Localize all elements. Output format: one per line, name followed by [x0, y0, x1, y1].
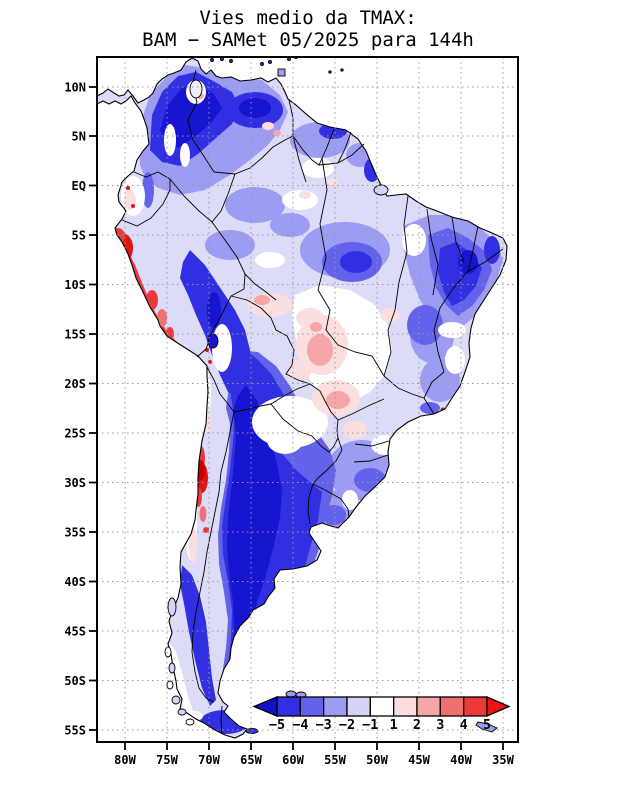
- lat-tick-label: 5S: [72, 229, 86, 243]
- lon-tick-label: 45W: [408, 753, 430, 767]
- legend-color-box: [276, 696, 301, 717]
- lon-tick-label: 75W: [156, 753, 178, 767]
- legend-color-box: [346, 696, 371, 717]
- lon-tick-label: 60W: [282, 753, 304, 767]
- legend-color-box: [462, 696, 488, 717]
- lat-tick-label: 15S: [64, 328, 86, 342]
- legend-color-box: [439, 696, 465, 717]
- lon-tick-label: 55W: [324, 753, 346, 767]
- legend-right-arrow: [486, 696, 511, 717]
- lat-tick-label: 45S: [64, 625, 86, 639]
- legend-value-label: 1: [390, 717, 398, 733]
- legend-value-label: 2: [413, 717, 421, 733]
- lon-tick-label: 35W: [492, 753, 514, 767]
- lake-maracaibo: [189, 79, 203, 99]
- lon-tick-label: 80W: [114, 753, 136, 767]
- map-title-line2: BAM − SAMet 05/2025 para 144h: [142, 29, 474, 51]
- lat-tick-label: 40S: [64, 575, 86, 589]
- legend-value-label: −3: [316, 717, 332, 733]
- lat-tick-label: 20S: [64, 377, 86, 391]
- lon-tick-label: 50W: [366, 753, 388, 767]
- legend-value-label: 3: [436, 717, 444, 733]
- legend-color-box: [323, 696, 348, 717]
- lon-tick-label: 40W: [450, 753, 472, 767]
- color-legend: −5 −4 −3 −2 −1 1 2 3 4 5: [252, 696, 511, 733]
- legend-value-label: −5: [269, 717, 285, 733]
- lat-tick-label: 30S: [64, 476, 86, 490]
- legend-color-box: [416, 696, 441, 717]
- map-title-line1: Vies medio da TMAX:: [199, 7, 416, 29]
- lat-tick-label: EQ: [72, 179, 86, 193]
- lon-tick-label: 65W: [240, 753, 262, 767]
- longitude-axis: 80W 75W 70W 65W 60W 55W 50W 45W 40W 35W: [114, 742, 515, 767]
- legend-value-label: −1: [362, 717, 378, 733]
- lat-tick-label: 50S: [64, 674, 86, 688]
- legend-value-label: 5: [483, 717, 491, 733]
- political-borders: [121, 69, 504, 735]
- legend-value-label: −4: [292, 717, 308, 733]
- lat-tick-label: 10S: [64, 278, 86, 292]
- lat-tick-label: 55S: [64, 724, 86, 738]
- legend-value-label: −2: [339, 717, 355, 733]
- lon-tick-label: 70W: [198, 753, 220, 767]
- legend-color-box: [299, 696, 325, 717]
- lat-tick-label: 10N: [64, 81, 86, 95]
- legend-color-box: [392, 696, 418, 717]
- lat-tick-label: 35S: [64, 526, 86, 540]
- map-frame: [96, 56, 519, 743]
- lake-titicaca: [207, 333, 219, 349]
- latitude-axis: 10N 5N EQ 5S 10S 15S 20S 25S 30S 35S 40S 45S 50S 55S: [64, 81, 97, 738]
- legend-value-label: 4: [460, 717, 468, 733]
- legend-color-box: [369, 696, 395, 717]
- coastline: [97, 57, 508, 739]
- lat-tick-label: 25S: [64, 427, 86, 441]
- graticule: [97, 57, 518, 742]
- lat-tick-label: 5N: [72, 130, 86, 144]
